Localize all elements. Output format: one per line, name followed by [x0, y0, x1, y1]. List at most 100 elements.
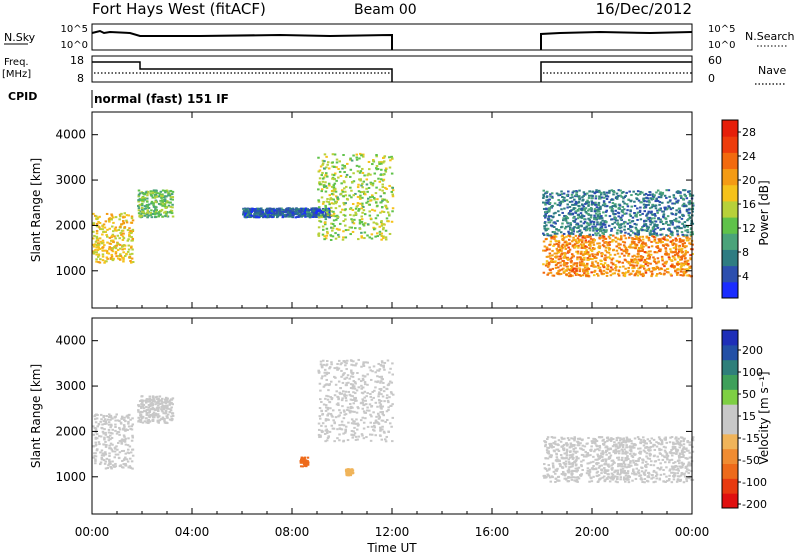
data-cell	[104, 249, 107, 252]
data-cell	[361, 377, 365, 380]
data-cell	[320, 216, 324, 219]
data-cell	[142, 198, 145, 201]
data-cell	[340, 420, 344, 423]
data-cell	[368, 433, 372, 436]
data-cell	[548, 455, 552, 458]
data-cell	[580, 260, 584, 263]
data-cell	[570, 228, 573, 231]
data-cell	[576, 256, 579, 259]
data-cell	[639, 264, 643, 267]
nave-tick-bottom: 0	[708, 72, 715, 85]
data-cell	[588, 253, 592, 256]
data-cell	[355, 411, 359, 414]
data-cell	[562, 192, 566, 195]
data-cell	[362, 180, 366, 183]
data-cell	[170, 419, 173, 422]
data-cell	[107, 252, 111, 255]
data-cell	[563, 253, 567, 256]
data-cell	[679, 194, 682, 197]
data-cell	[593, 210, 597, 213]
data-cell	[650, 206, 654, 209]
data-cell	[645, 225, 649, 228]
data-cell	[377, 380, 380, 383]
data-cell	[170, 401, 173, 404]
data-cell	[99, 258, 102, 261]
data-cell	[569, 275, 572, 278]
data-cell	[153, 196, 157, 199]
data-cell	[594, 197, 598, 200]
data-cell	[155, 395, 159, 398]
data-cell	[332, 178, 336, 181]
data-cell	[101, 423, 104, 426]
data-cell	[557, 229, 561, 232]
data-cell	[103, 443, 106, 446]
data-cell	[342, 195, 345, 198]
data-cell	[687, 208, 691, 211]
data-cell	[357, 238, 360, 241]
data-cell	[575, 272, 579, 275]
data-cell	[162, 407, 166, 410]
data-cell	[547, 201, 550, 204]
data-cell	[288, 215, 291, 218]
data-cell	[117, 431, 121, 434]
data-cell	[321, 233, 325, 236]
data-cell	[157, 195, 161, 198]
data-cell	[343, 431, 347, 434]
data-cell	[359, 152, 362, 155]
data-cell	[544, 229, 547, 232]
data-cell	[545, 227, 548, 230]
data-cell	[590, 271, 593, 274]
data-cell	[324, 174, 328, 177]
data-cell	[153, 408, 156, 411]
data-cell	[360, 365, 363, 368]
data-cell	[160, 196, 163, 199]
data-cell	[325, 200, 329, 203]
data-cell	[263, 214, 267, 217]
data-cell	[581, 274, 585, 277]
data-cell	[582, 205, 586, 208]
data-cell	[676, 229, 679, 232]
data-cell	[582, 448, 585, 451]
data-cell	[684, 249, 688, 252]
data-cell	[278, 214, 281, 217]
data-cell	[128, 234, 131, 237]
data-cell	[338, 160, 342, 163]
data-cell	[592, 460, 595, 463]
data-cell	[360, 401, 363, 404]
data-cell	[690, 222, 693, 225]
data-cell	[545, 246, 549, 249]
data-cell	[659, 272, 663, 275]
data-cell	[582, 253, 585, 256]
data-cell	[127, 214, 130, 217]
data-cell	[263, 212, 266, 215]
data-cell	[662, 227, 666, 230]
data-cell	[581, 196, 584, 199]
data-cell	[120, 442, 124, 445]
data-cell	[164, 396, 168, 399]
data-cell	[593, 256, 597, 259]
data-cell	[620, 252, 624, 255]
data-cell	[685, 197, 689, 200]
data-cell	[264, 215, 267, 218]
data-cell	[555, 252, 558, 255]
data-cell	[670, 274, 673, 277]
data-cell	[587, 201, 590, 204]
data-cell	[382, 178, 386, 181]
data-cell	[661, 215, 665, 218]
data-cell	[544, 468, 548, 471]
data-cell	[103, 428, 106, 431]
data-cell	[345, 394, 348, 397]
data-cell	[637, 267, 640, 270]
data-cell	[390, 392, 393, 395]
data-cell	[107, 416, 111, 419]
data-cell	[327, 211, 331, 214]
data-cell	[679, 248, 682, 251]
data-cell	[164, 201, 168, 204]
data-cell	[328, 401, 332, 404]
data-cell	[571, 191, 575, 194]
data-cell	[641, 272, 645, 275]
data-cell	[140, 204, 144, 207]
data-cell	[331, 227, 335, 230]
data-cell	[327, 412, 330, 415]
data-cell	[559, 255, 562, 258]
